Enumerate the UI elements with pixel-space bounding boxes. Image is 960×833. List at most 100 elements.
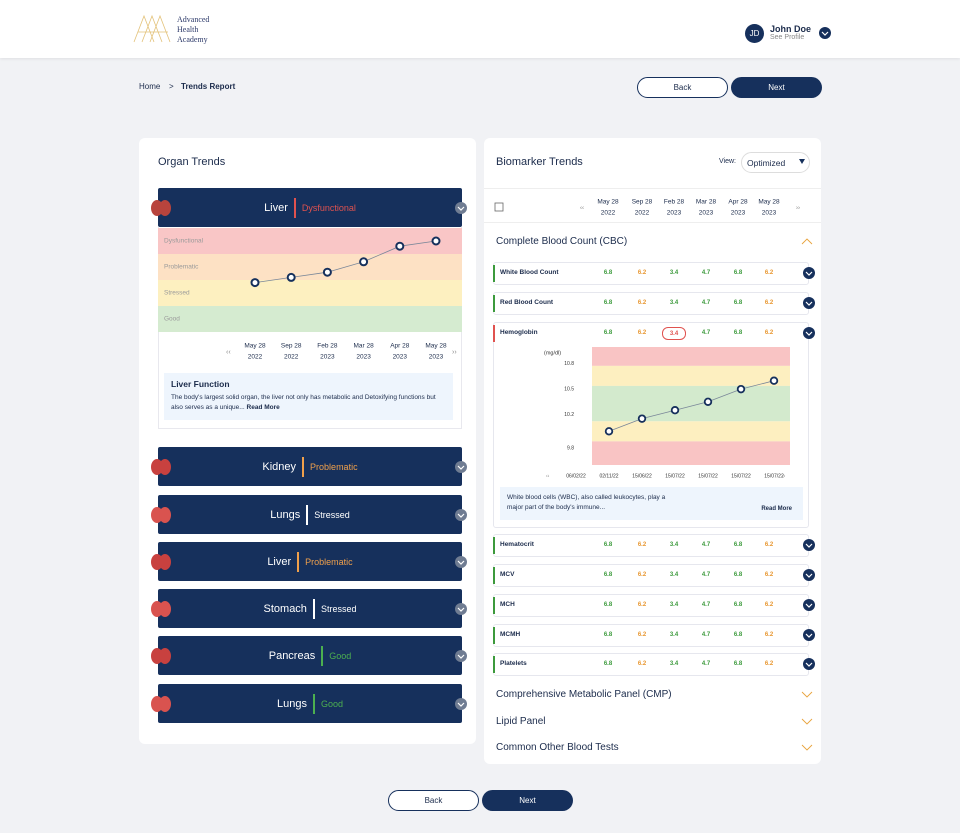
organ-header[interactable]: Lungs Good bbox=[158, 684, 462, 723]
section-title[interactable]: Lipid Panel bbox=[496, 715, 546, 727]
data-point bbox=[769, 376, 779, 385]
breadcrumb-home[interactable]: Home bbox=[139, 82, 161, 91]
date-label: 2023 bbox=[429, 354, 444, 361]
biomarker-value: 6.8 bbox=[603, 632, 613, 638]
organ-header[interactable]: Liver Problematic bbox=[158, 542, 462, 581]
back-button[interactable]: Back bbox=[388, 790, 479, 811]
toggle bbox=[455, 201, 467, 214]
section-title[interactable]: Common Other Blood Tests bbox=[496, 742, 619, 753]
section-toggle bbox=[801, 691, 813, 698]
profile-link[interactable]: See Profile bbox=[770, 34, 805, 41]
biomarker-value: 6.8 bbox=[603, 300, 613, 306]
organ-status: Good bbox=[320, 698, 343, 709]
status-bar bbox=[306, 504, 309, 525]
row-toggle bbox=[803, 327, 815, 339]
data-point bbox=[637, 414, 647, 423]
date-label: 2022 bbox=[248, 354, 263, 361]
biomarker-value: 6.8 bbox=[733, 602, 743, 608]
status-bar bbox=[293, 197, 296, 218]
organ-header[interactable]: Pancreas Good bbox=[158, 636, 462, 675]
biomarker-value: 6.2 bbox=[764, 602, 774, 608]
organ-name: Liver bbox=[267, 555, 292, 568]
icon-shape bbox=[159, 458, 171, 475]
date-label: Feb 28 bbox=[317, 343, 338, 350]
y-tick-label: 9.8 bbox=[567, 445, 574, 451]
chevron bbox=[805, 301, 813, 306]
organ-status: Stressed bbox=[314, 509, 350, 520]
biomarker-name: MCV bbox=[500, 571, 515, 578]
nav-next: ›› bbox=[452, 349, 457, 356]
breadcrumb-current: Trends Report bbox=[181, 82, 236, 91]
date-label: May 28 bbox=[244, 343, 266, 350]
status-bar bbox=[312, 693, 315, 714]
biomarker-value: 6.2 bbox=[764, 330, 774, 336]
status-bar bbox=[302, 456, 305, 477]
date-label: May 28 bbox=[597, 199, 619, 206]
organ-header[interactable]: Kidney Problematic bbox=[158, 447, 462, 486]
organ-status: Stressed bbox=[320, 603, 357, 614]
biomarker-value: 3.4 bbox=[669, 602, 679, 608]
toggle-circle bbox=[455, 602, 467, 615]
info-title: Liver Function bbox=[171, 379, 230, 389]
zone-label: Problematic bbox=[164, 264, 199, 271]
biomarker-value: 6.2 bbox=[764, 300, 774, 306]
read-more[interactable]: Read More bbox=[761, 506, 792, 512]
zone bbox=[158, 280, 462, 306]
biomarker-value: 4.7 bbox=[701, 632, 711, 638]
read-more[interactable]: Read More bbox=[246, 404, 280, 411]
next-button[interactable]: Next bbox=[482, 790, 573, 811]
biomarker-name: MCH bbox=[500, 601, 515, 608]
user-menu bbox=[819, 27, 831, 39]
group-title[interactable]: Complete Blood Count (CBC) bbox=[496, 236, 628, 247]
view-select[interactable]: Optimized bbox=[741, 152, 810, 173]
toggle-circle bbox=[803, 658, 815, 670]
nav-next: ›› bbox=[782, 473, 786, 479]
info-text: White blood cells (WBC), also called leu… bbox=[507, 494, 666, 511]
icon-shape bbox=[159, 600, 171, 617]
organ-header[interactable]: Liver Dysfunctional bbox=[158, 188, 462, 227]
section-title[interactable]: Comprehensive Metabolic Panel (CMP) bbox=[496, 689, 672, 700]
organ-header[interactable]: Stomach Stressed bbox=[158, 589, 462, 628]
group-toggle bbox=[801, 238, 813, 245]
organ-icon bbox=[151, 199, 171, 216]
divider bbox=[484, 222, 821, 223]
date-label: Apr 28 bbox=[390, 343, 410, 350]
next-button[interactable]: Next bbox=[731, 77, 822, 98]
organ-icon bbox=[151, 600, 171, 617]
biomarker-value: 6.2 bbox=[764, 572, 774, 578]
avatar[interactable]: JD bbox=[745, 24, 764, 43]
biomarker-value: 6.8 bbox=[603, 542, 613, 548]
organ-icon bbox=[151, 506, 171, 523]
row-marker bbox=[493, 265, 495, 282]
logo-text: Health bbox=[177, 25, 199, 34]
view-label: View: bbox=[719, 158, 736, 165]
biomarker-value: 6.2 bbox=[764, 661, 774, 667]
organ-header[interactable]: Lungs Stressed bbox=[158, 495, 462, 534]
biomarker-value: 6.8 bbox=[603, 572, 613, 578]
date-label: 2023 bbox=[356, 354, 371, 361]
biomarker-value: 6.8 bbox=[733, 632, 743, 638]
data-point bbox=[322, 267, 332, 277]
user-name: John Doe bbox=[770, 24, 812, 34]
info-box: White blood cells (WBC), also called leu… bbox=[500, 487, 803, 520]
biomarker-value: 6.8 bbox=[733, 270, 743, 276]
toggle-circle bbox=[455, 460, 467, 473]
date-label: 2023 bbox=[699, 210, 714, 217]
chevron bbox=[805, 662, 813, 667]
icon-shape bbox=[159, 553, 171, 570]
info-box: Liver Function The body's largest solid o… bbox=[164, 373, 453, 420]
toggle-circle bbox=[455, 697, 467, 710]
biomarker-value: 6.8 bbox=[733, 572, 743, 578]
organ-name: Lungs bbox=[276, 697, 307, 710]
biomarker-value: 6.8 bbox=[733, 330, 743, 336]
back-button[interactable]: Back bbox=[637, 77, 728, 98]
y-tick-label: 10.8 bbox=[564, 361, 574, 367]
date-label: May 28 bbox=[425, 343, 447, 350]
x-tick-label: 15/07/22 bbox=[698, 473, 718, 479]
section-toggle bbox=[801, 718, 813, 725]
date-label: 2022 bbox=[284, 354, 299, 361]
biomarker-value: 3.4 bbox=[669, 661, 679, 667]
data-point bbox=[736, 384, 746, 394]
data-point bbox=[670, 406, 680, 415]
organ-name: Lungs bbox=[270, 508, 301, 521]
